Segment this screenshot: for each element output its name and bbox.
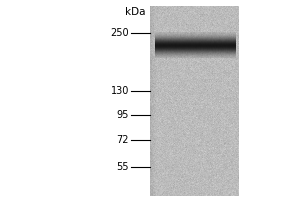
Text: kDa: kDa [124,7,145,17]
Text: 130: 130 [111,86,129,96]
Text: 250: 250 [110,28,129,38]
Text: 72: 72 [116,135,129,145]
Text: 55: 55 [116,162,129,172]
Text: 95: 95 [117,110,129,120]
